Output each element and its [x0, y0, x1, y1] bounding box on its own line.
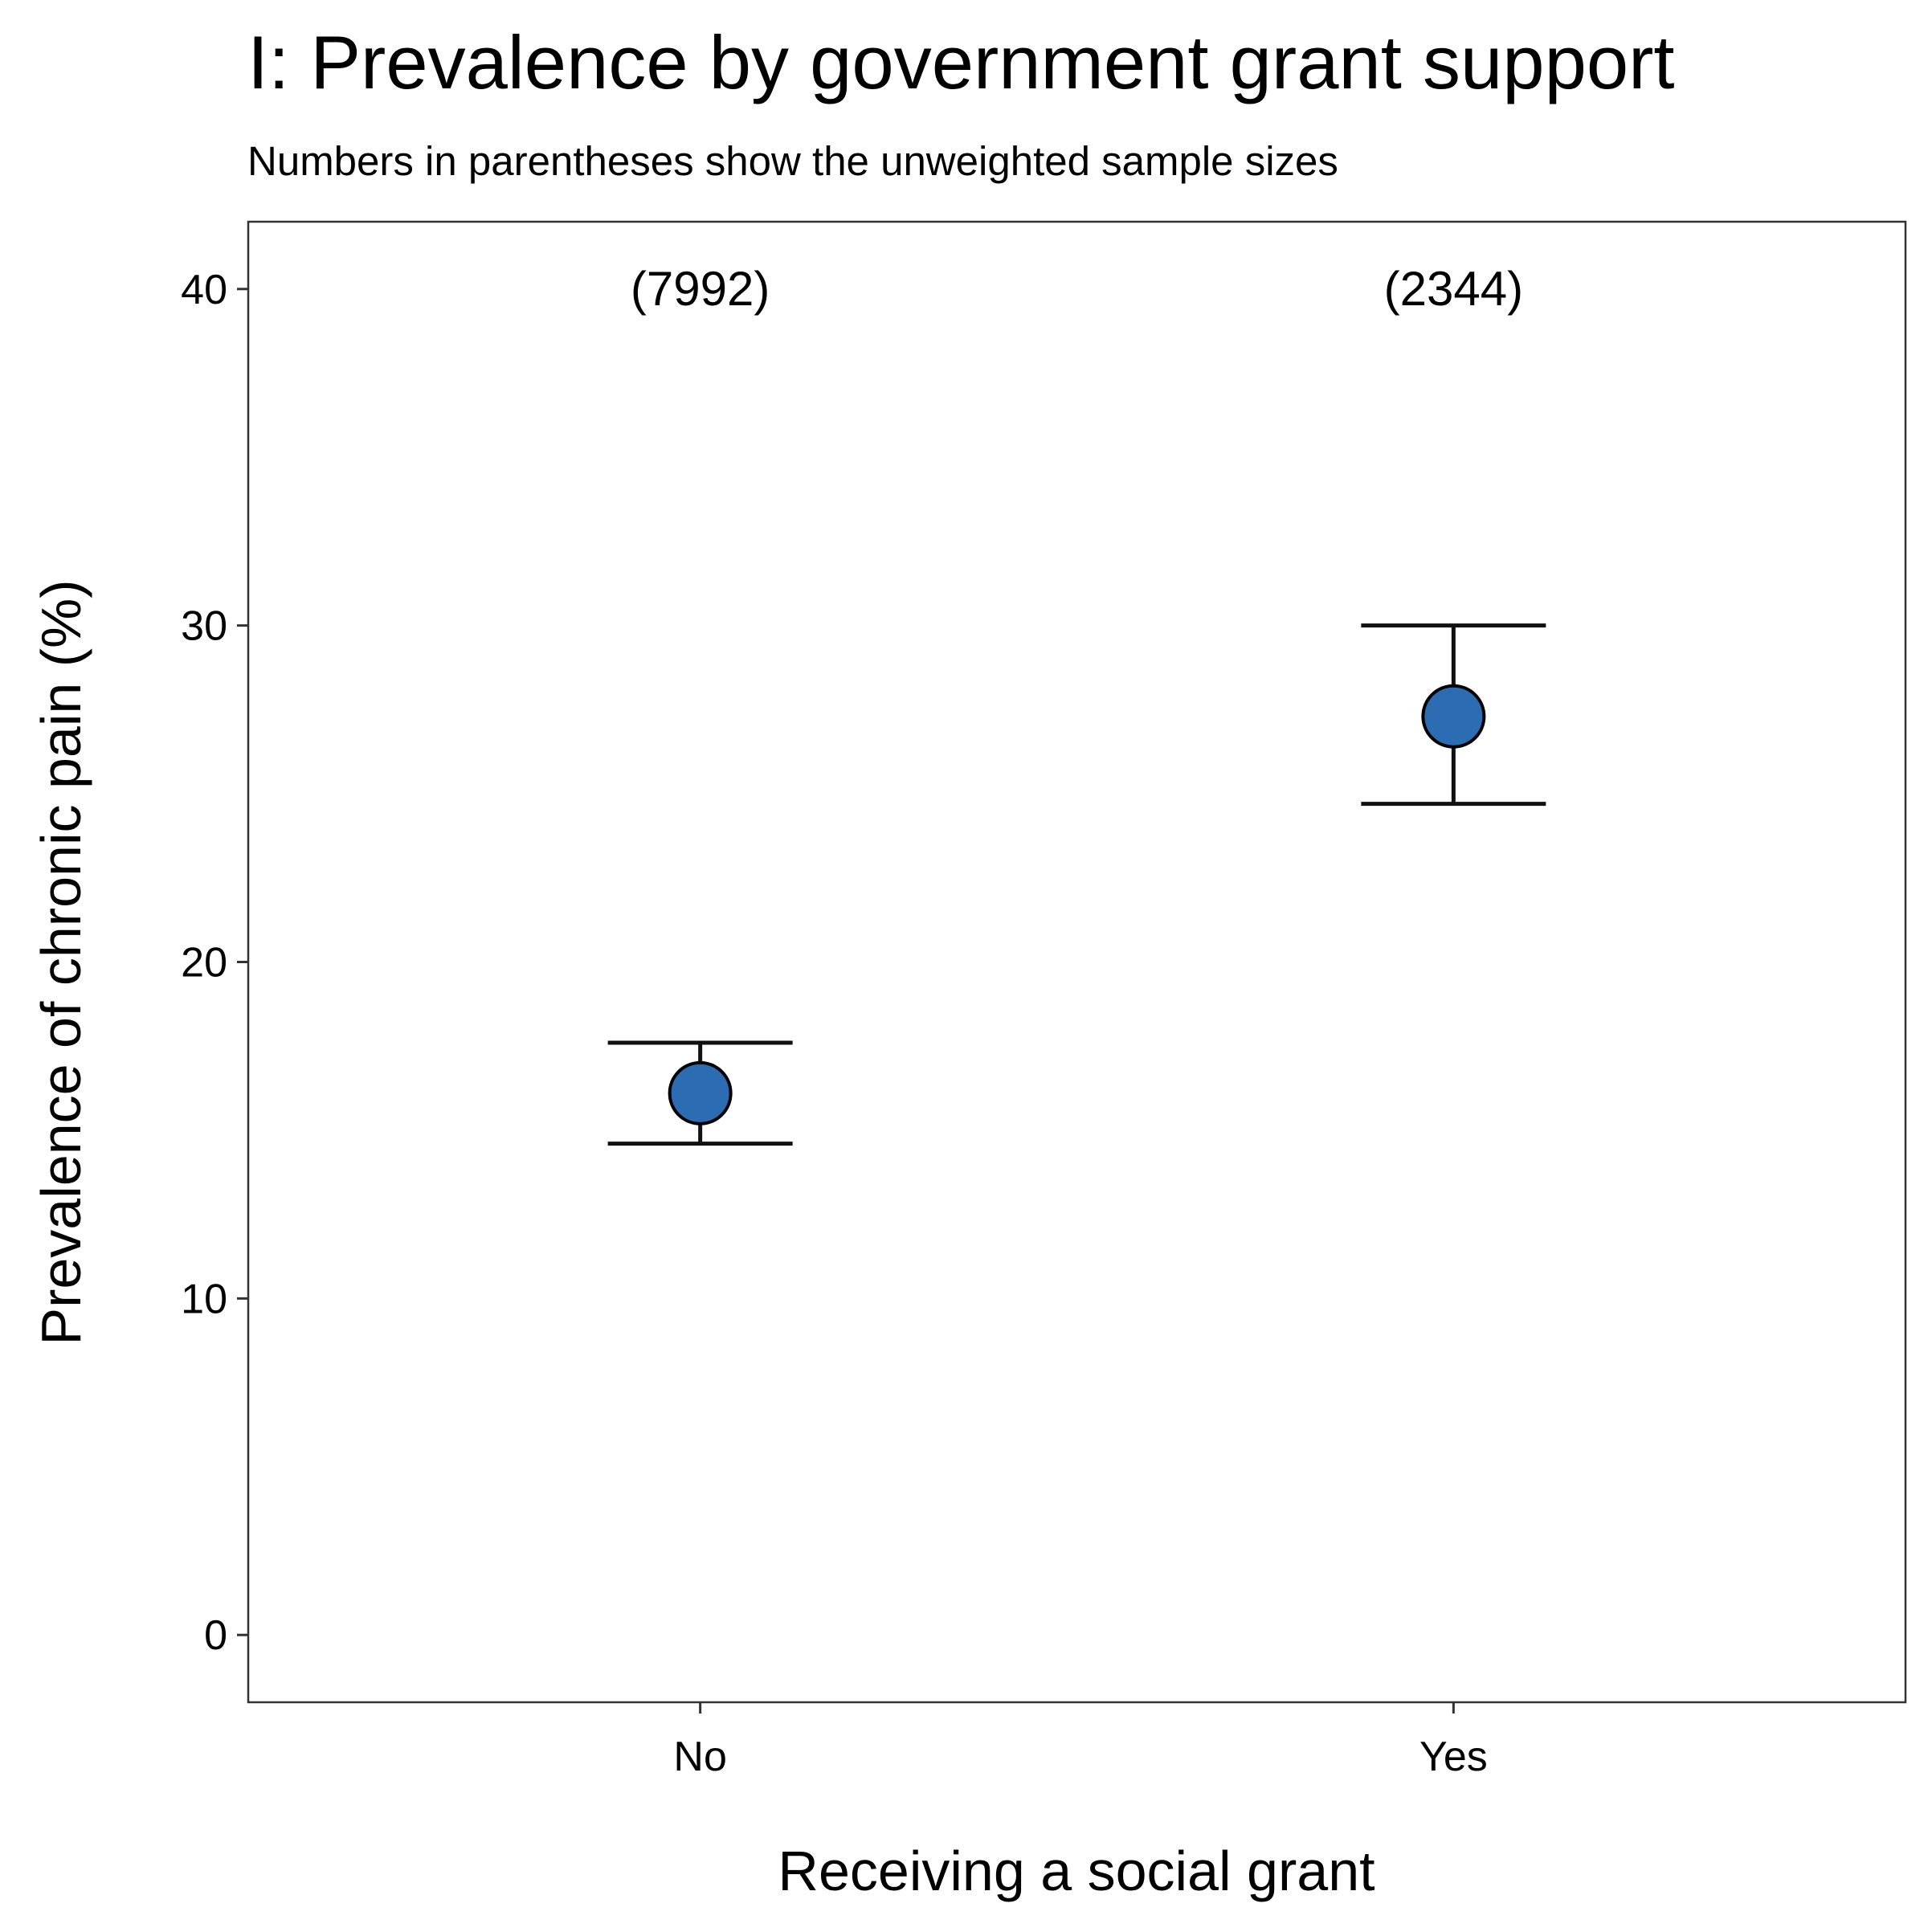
- x-tick-label: No: [673, 1734, 726, 1780]
- data-point: [668, 1060, 733, 1125]
- data-point: [1421, 684, 1486, 749]
- chart-subtitle: Numbers in parentheses show the unweight…: [247, 138, 1338, 184]
- x-axis-title: Receiving a social grant: [778, 1840, 1375, 1902]
- y-tick-label: 0: [204, 1612, 227, 1659]
- y-tick-label: 10: [181, 1276, 227, 1322]
- x-axis: No Yes: [673, 1702, 1488, 1780]
- chart-title: I: Prevalence by government grant suppor…: [247, 20, 1675, 104]
- y-tick-label: 40: [181, 267, 227, 313]
- error-bar-group: [607, 1040, 793, 1146]
- y-axis-title: Prevalence of chronic pain (%): [30, 579, 92, 1345]
- plot-panel: [247, 220, 1907, 1704]
- y-tick-label: 20: [181, 940, 227, 986]
- sample-size-labels: (7992) (2344): [631, 262, 1523, 316]
- y-tick-label: 30: [181, 603, 227, 650]
- y-axis: 0 10 20 30 40: [181, 267, 248, 1659]
- error-bar-group: [1361, 623, 1546, 807]
- sample-size-label: (2344): [1384, 262, 1523, 316]
- data-marks: [607, 623, 1546, 1146]
- x-tick-label: Yes: [1419, 1734, 1488, 1780]
- sample-size-label: (7992): [631, 262, 770, 316]
